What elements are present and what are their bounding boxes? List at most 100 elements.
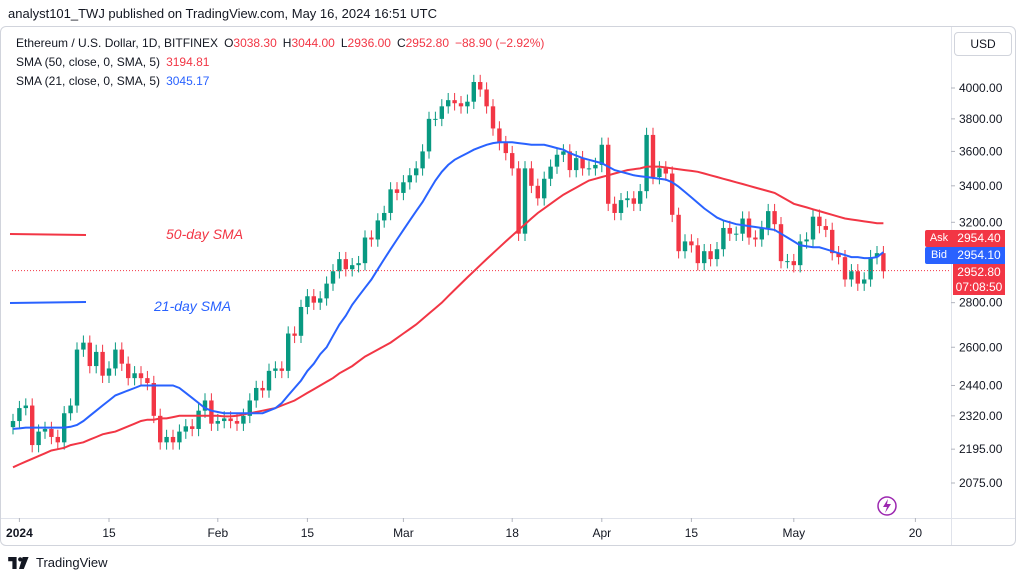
candle-body xyxy=(804,239,809,242)
candle-body xyxy=(318,298,323,303)
time-tick-label: 15 xyxy=(685,526,699,540)
candle-body xyxy=(337,259,342,272)
publisher-line: analyst101_TWJ published on TradingView.… xyxy=(8,6,437,21)
candle-body xyxy=(497,128,502,144)
candle-body xyxy=(580,158,585,169)
sma21-line xyxy=(12,141,885,430)
time-tick-label: 15 xyxy=(102,526,116,540)
candle-body xyxy=(126,363,131,379)
candle-body xyxy=(810,216,816,240)
last-price: 2952.80 xyxy=(957,265,1001,279)
candle-body xyxy=(170,436,176,443)
candle-body xyxy=(836,253,841,258)
candle-body xyxy=(55,436,60,443)
candle-body xyxy=(842,257,848,280)
symbol-title[interactable]: Ethereum / U.S. Dollar, 1D, BITFINEX xyxy=(16,36,219,50)
chart-frame xyxy=(0,26,1016,546)
candle-body xyxy=(36,431,41,446)
candle-body xyxy=(510,153,515,169)
candle-body xyxy=(535,185,540,199)
candle-body xyxy=(791,261,796,266)
high-label: H xyxy=(282,36,292,50)
price-tick-label: 2600.00 xyxy=(959,340,1003,354)
candle-body xyxy=(190,426,195,429)
candle-body xyxy=(663,168,668,174)
candle-body xyxy=(23,405,28,409)
time-tick-label: Apr xyxy=(592,526,611,540)
candle-body xyxy=(74,349,80,406)
sma21-legend-row[interactable]: SMA (21, close, 0, SMA, 5) 3045.17 xyxy=(16,72,544,91)
price-tick-label: 3200.00 xyxy=(959,215,1003,229)
candle-body xyxy=(695,245,700,264)
price-tick-label: 2195.00 xyxy=(959,442,1003,456)
candle-body xyxy=(42,428,48,432)
ohlc-row: Ethereum / U.S. Dollar, 1D, BITFINEX O30… xyxy=(16,34,544,53)
candle-body xyxy=(817,216,822,227)
candle-body xyxy=(561,151,566,155)
candle-body xyxy=(586,168,592,170)
candle-body xyxy=(823,226,828,230)
candle-body xyxy=(305,296,310,307)
candle-body xyxy=(113,349,118,369)
candle-body xyxy=(279,368,284,371)
candle-body xyxy=(625,198,630,201)
tradingview-brand[interactable]: TradingView xyxy=(36,555,108,570)
candle-body xyxy=(177,431,182,443)
lightning-icon[interactable] xyxy=(877,496,897,516)
candle-body xyxy=(420,151,425,169)
candle-body xyxy=(714,249,720,260)
candles-layer xyxy=(10,74,886,453)
candle-body xyxy=(778,224,784,262)
candle-body xyxy=(439,106,444,119)
candle-body xyxy=(362,237,368,264)
candle-body xyxy=(81,342,86,350)
candle-body xyxy=(503,143,508,154)
candle-body xyxy=(138,373,144,379)
candle-body xyxy=(10,421,16,428)
tradingview-logo-icon[interactable] xyxy=(8,556,30,569)
candle-body xyxy=(292,333,297,336)
currency-button[interactable]: USD xyxy=(954,32,1012,56)
price-tick-label: 3600.00 xyxy=(959,144,1003,158)
candle-body xyxy=(881,253,886,272)
price-scale-divider xyxy=(951,27,952,545)
candle-body xyxy=(394,189,400,193)
candle-body xyxy=(516,168,521,234)
candle-body xyxy=(759,227,764,240)
candle-body xyxy=(855,271,860,284)
candle-body xyxy=(542,178,547,199)
open-label: O xyxy=(224,36,234,50)
candle-body xyxy=(676,214,681,252)
candle-body xyxy=(785,261,790,263)
candle-body xyxy=(798,241,803,266)
candle-body xyxy=(30,405,35,446)
time-tick-label: 20 xyxy=(909,526,923,540)
candle-body xyxy=(631,198,636,204)
candle-body xyxy=(209,400,214,424)
candle-body xyxy=(599,144,604,165)
price-tick-label: 2800.00 xyxy=(959,296,1003,310)
time-tick-label: 18 xyxy=(506,526,520,540)
price-tick-label: 4000.00 xyxy=(959,81,1003,95)
candle-body xyxy=(343,259,348,270)
candle-body xyxy=(452,100,457,104)
candle-body xyxy=(158,415,163,443)
candle-body xyxy=(106,368,112,376)
candle-body xyxy=(753,237,758,240)
price-tick-label: 2075.00 xyxy=(959,476,1003,490)
candle-body xyxy=(356,263,361,266)
footer: TradingView xyxy=(8,555,108,570)
candle-body xyxy=(247,400,252,416)
change-value: −88.90 (−2.92%) xyxy=(455,36,545,50)
candle-body xyxy=(567,151,572,171)
candle-body xyxy=(145,378,150,384)
candle-body xyxy=(670,173,675,215)
sma50-legend-row[interactable]: SMA (50, close, 0, SMA, 5) 3194.81 xyxy=(16,53,544,72)
sma50-legend-label: SMA (50, close, 0, SMA, 5) xyxy=(16,55,161,69)
candle-body xyxy=(311,296,316,303)
candle-body xyxy=(478,82,483,90)
bar-countdown: 07:08:50 xyxy=(955,280,1003,294)
sma50-line xyxy=(12,165,884,469)
candle-body xyxy=(350,265,355,270)
